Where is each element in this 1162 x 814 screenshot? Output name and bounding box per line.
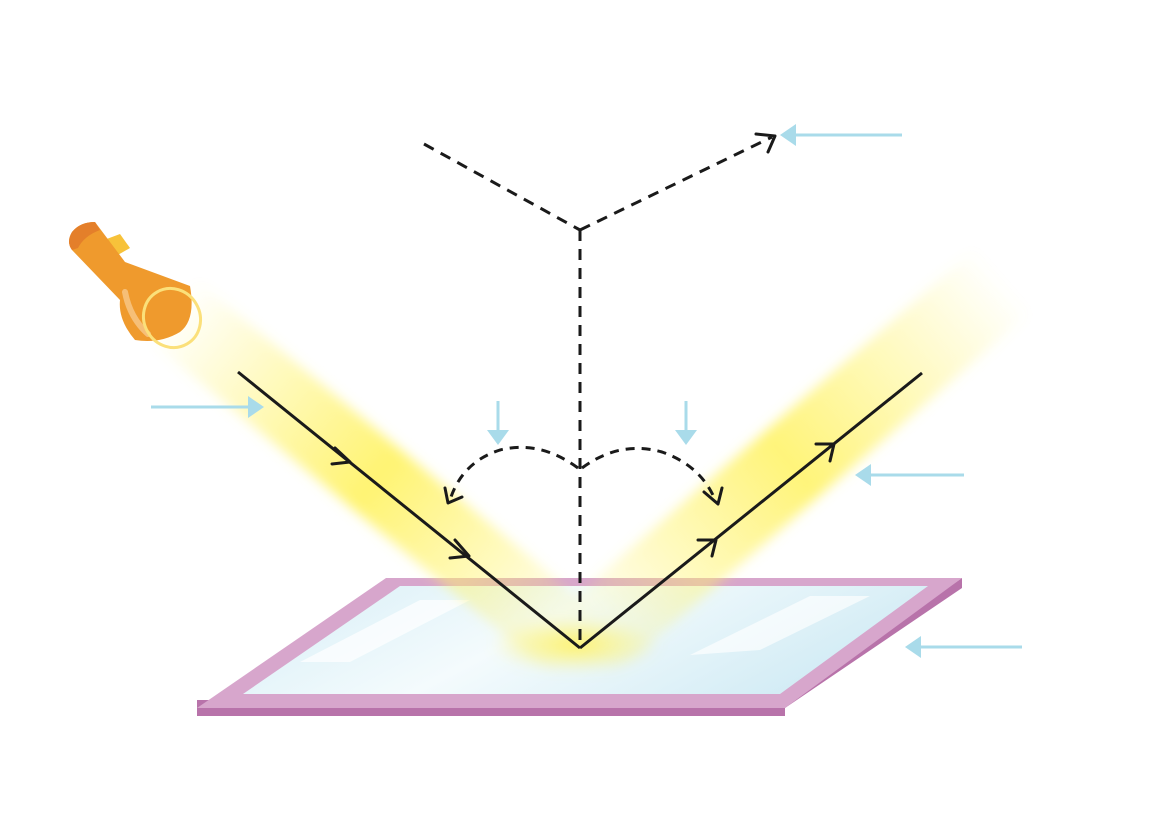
mirror-shine: [300, 600, 470, 662]
torch-lens: [141, 286, 203, 350]
pointer-arrows: [151, 124, 1022, 658]
pointer-arrow-reflected-ray: [855, 464, 964, 486]
torch-cap: [69, 222, 100, 250]
reflected-ray-arrow: [814, 442, 836, 463]
angle-of-incidence-arc: [448, 445, 579, 501]
reflected-ray: [579, 371, 923, 650]
torch-switch: [104, 234, 130, 256]
incident-beam: [147, 280, 605, 678]
plane-arrowhead: [754, 132, 777, 154]
reflected-ray-arrow: [696, 538, 718, 558]
torch-highlight: [122, 289, 151, 337]
mirror-frame-bottom: [197, 708, 785, 716]
mirror-shine: [690, 596, 870, 655]
incident-ray: [237, 370, 581, 650]
torch-body: [69, 222, 192, 341]
plane-line-left: [423, 142, 581, 232]
reflected-beam: [552, 248, 1031, 680]
angle-of-reflection-arrowhead: [702, 486, 724, 506]
incident-ray-arrow: [448, 538, 471, 560]
plane-line-right: [579, 135, 773, 232]
pointer-arrow-plane: [780, 124, 902, 146]
pointer-arrow-mirror: [905, 636, 1022, 658]
pointer-arrow-angle-incidence: [487, 401, 509, 445]
pointer-arrow-angle-reflection: [675, 401, 697, 445]
angle-of-incidence-arrowhead: [443, 486, 464, 505]
torch-icon: [69, 222, 203, 350]
angle-of-reflection-arc: [581, 446, 718, 503]
pointer-arrow-incident-ray: [151, 396, 264, 418]
incident-ray-arrow: [330, 446, 352, 466]
